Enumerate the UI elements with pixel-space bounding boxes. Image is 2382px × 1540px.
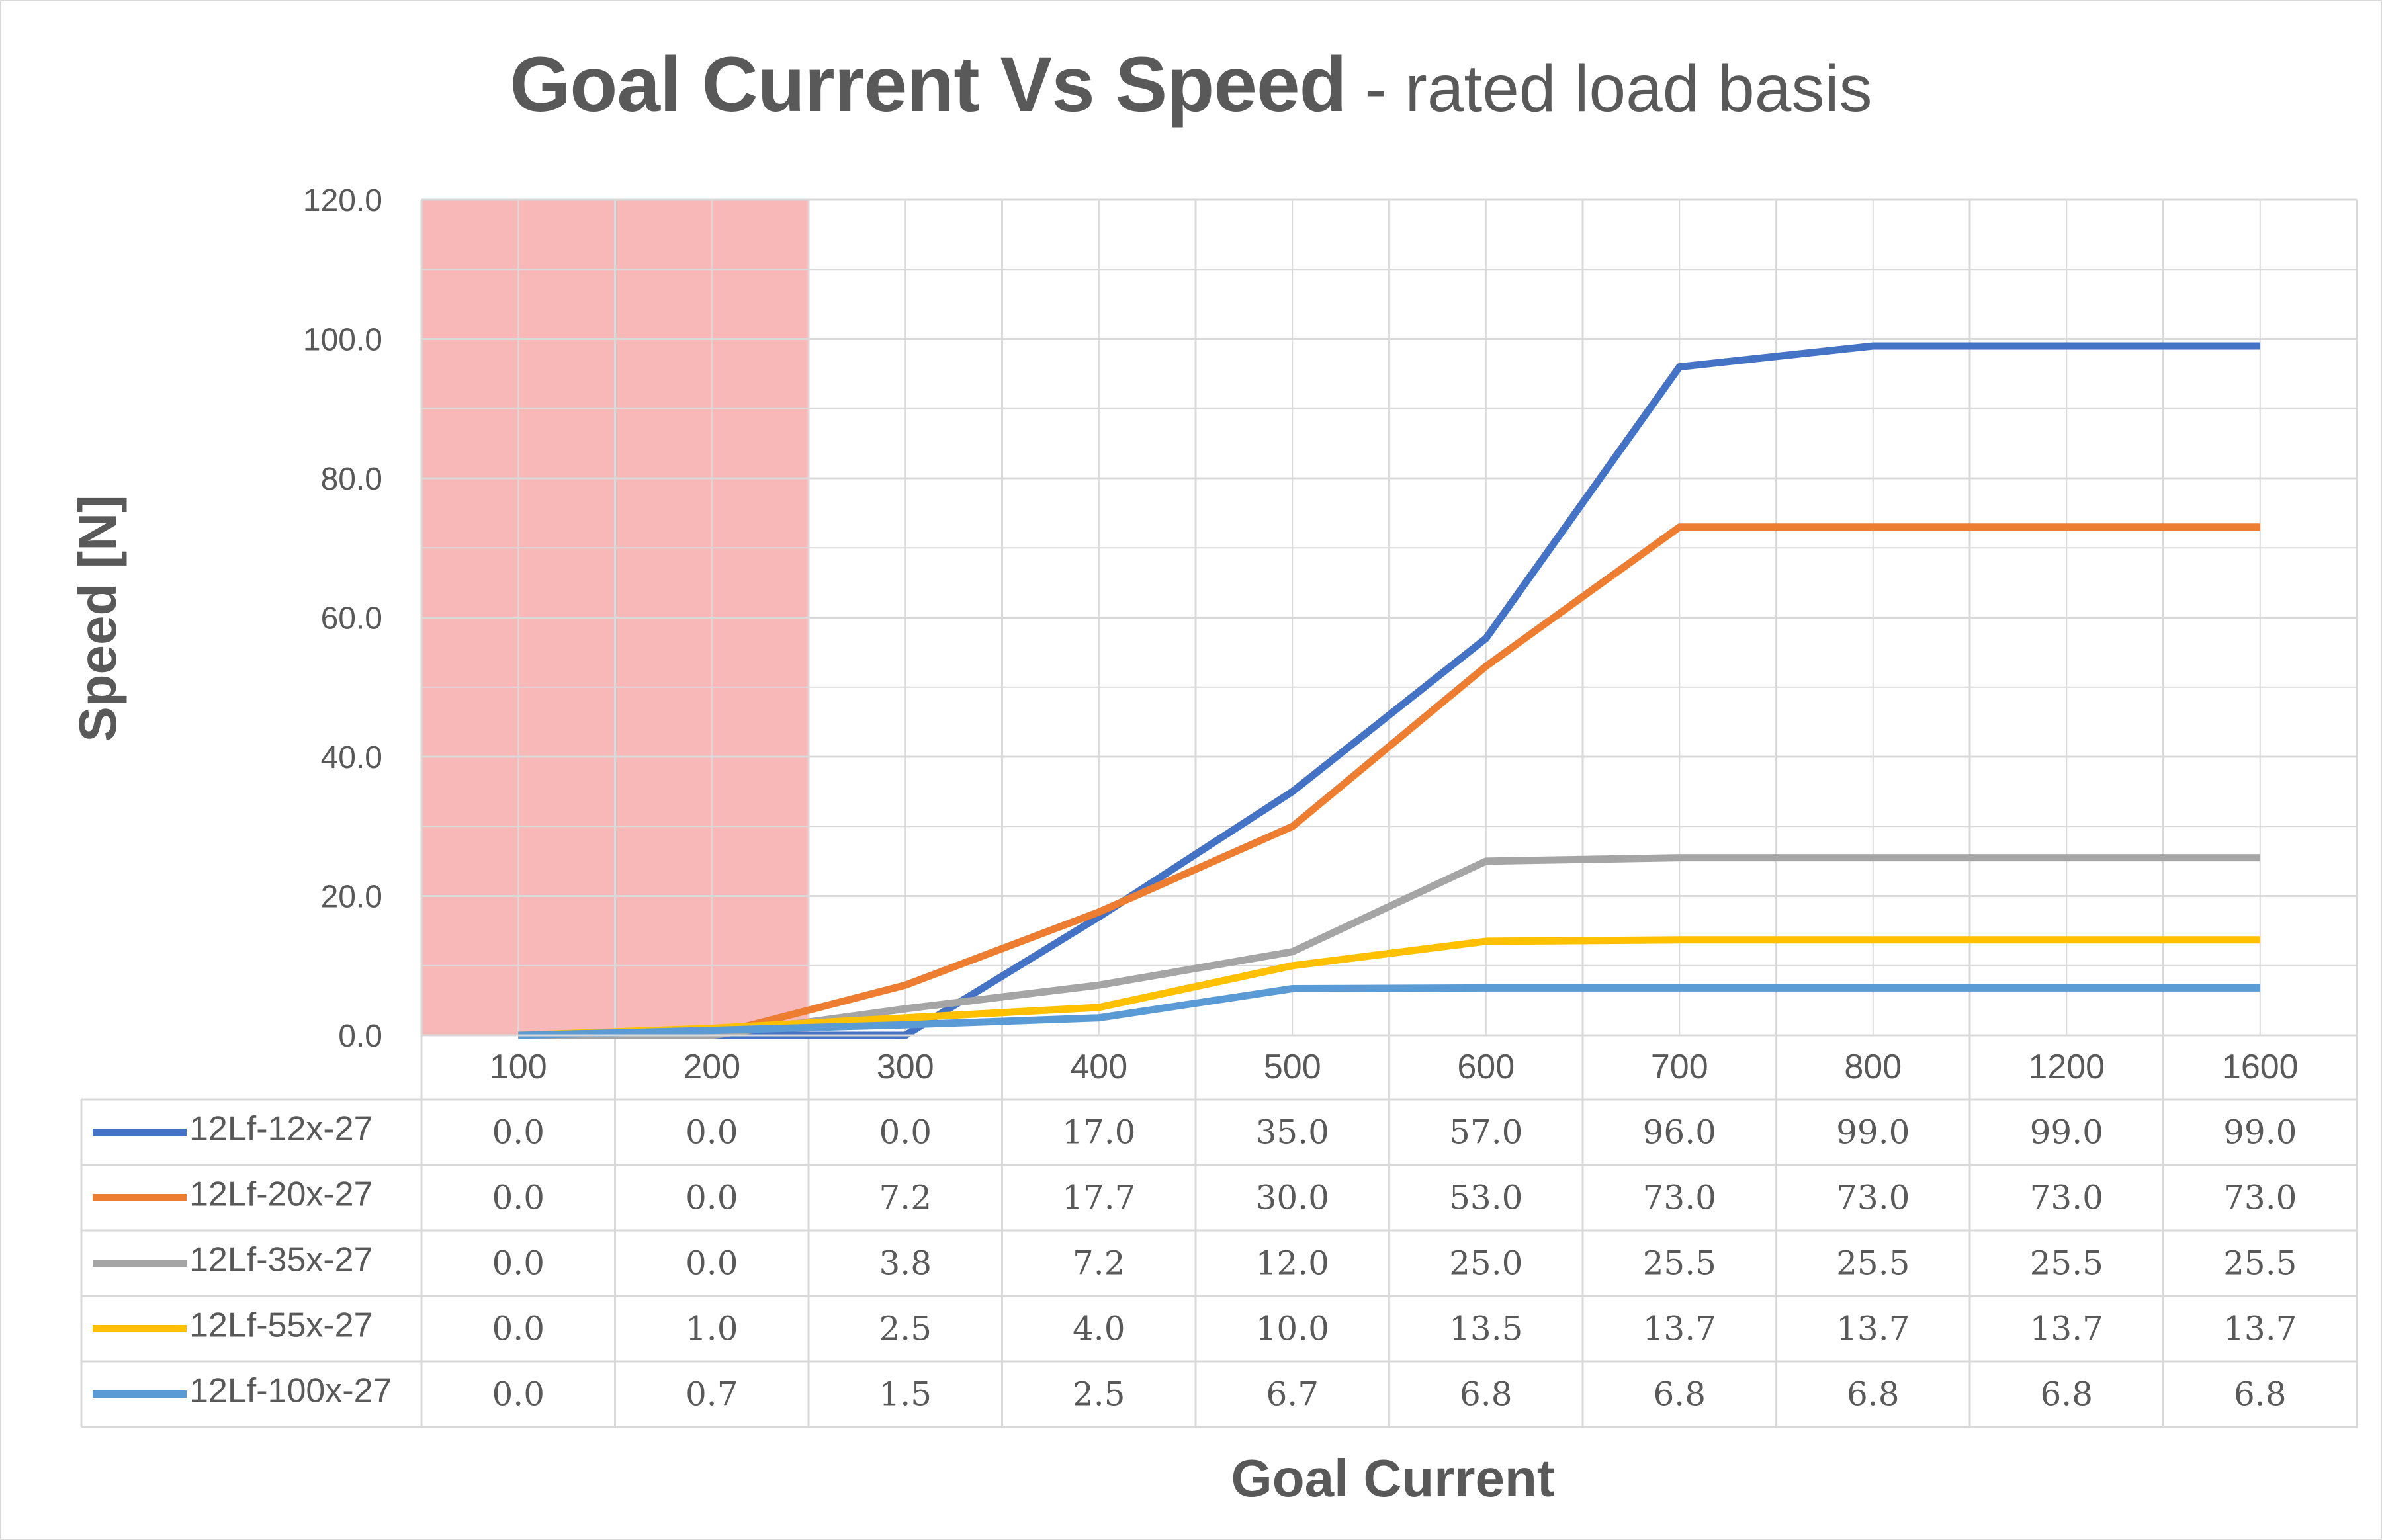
x-tick-label: 100 bbox=[490, 1048, 547, 1086]
legend-label: 12Lf-12x-27 bbox=[189, 1110, 373, 1148]
table-cell: 7.2 bbox=[1073, 1244, 1125, 1283]
y-tick-label: 100.0 bbox=[303, 323, 382, 358]
table-cell: 13.7 bbox=[2030, 1310, 2103, 1348]
y-tick-label: 120.0 bbox=[303, 183, 382, 218]
y-tick-label: 0.0 bbox=[338, 1019, 382, 1054]
x-tick-label: 600 bbox=[1457, 1048, 1515, 1086]
x-tick-label: 1200 bbox=[2028, 1048, 2105, 1086]
table-cell: 73.0 bbox=[2223, 1179, 2297, 1217]
table-cell: 12.0 bbox=[1256, 1244, 1329, 1283]
y-tick-label: 60.0 bbox=[321, 601, 382, 636]
series-line-12Lf-55x-27 bbox=[518, 936, 2260, 1039]
table-cell: 1.5 bbox=[879, 1375, 932, 1414]
table-cell: 30.0 bbox=[1256, 1179, 1329, 1217]
x-tick-label: 400 bbox=[1070, 1048, 1127, 1086]
table-cell: 1.0 bbox=[685, 1310, 738, 1348]
table-cell: 13.7 bbox=[1836, 1310, 1910, 1348]
table-cell: 4.0 bbox=[1073, 1310, 1125, 1348]
table-cell: 0.0 bbox=[492, 1310, 545, 1348]
chart-title-sub: - rated load basis bbox=[1346, 52, 1873, 126]
x-tick-label: 700 bbox=[1651, 1048, 1708, 1086]
x-axis-title: Goal Current bbox=[1231, 1449, 1555, 1508]
chart-title: Goal Current Vs Speed - rated load basis bbox=[0, 40, 2382, 130]
table-cell: 99.0 bbox=[2223, 1113, 2297, 1152]
table-cell: 99.0 bbox=[2030, 1113, 2103, 1152]
y-tick-label: 80.0 bbox=[321, 462, 382, 497]
table-cell: 0.0 bbox=[492, 1244, 545, 1283]
table-cell: 96.0 bbox=[1643, 1113, 1716, 1152]
legend-label: 12Lf-55x-27 bbox=[189, 1306, 373, 1345]
legend-label: 12Lf-100x-27 bbox=[189, 1372, 392, 1410]
table-cell: 0.0 bbox=[879, 1113, 932, 1152]
table-cell: 6.8 bbox=[2234, 1375, 2287, 1414]
table-cell: 0.0 bbox=[685, 1113, 738, 1152]
table-cell: 13.5 bbox=[1449, 1310, 1522, 1348]
series-line-12Lf-100x-27 bbox=[518, 984, 2260, 1039]
table-cell: 13.7 bbox=[1643, 1310, 1716, 1348]
y-tick-label: 40.0 bbox=[321, 740, 382, 775]
series-line-12Lf-20x-27 bbox=[518, 523, 2260, 1039]
chart-title-main: Goal Current Vs Speed bbox=[509, 41, 1346, 128]
y-tick-label: 20.0 bbox=[321, 880, 382, 915]
table-cell: 99.0 bbox=[1836, 1113, 1910, 1152]
x-tick-label: 1600 bbox=[2222, 1048, 2299, 1086]
table-cell: 13.7 bbox=[2223, 1310, 2297, 1348]
table-cell: 57.0 bbox=[1449, 1113, 1522, 1152]
table-cell: 6.8 bbox=[2040, 1375, 2093, 1414]
table-cell: 0.0 bbox=[492, 1179, 545, 1217]
table-cell: 6.8 bbox=[1847, 1375, 1900, 1414]
table-cell: 73.0 bbox=[1643, 1179, 1716, 1217]
x-tick-label: 500 bbox=[1264, 1048, 1321, 1086]
table-cell: 53.0 bbox=[1449, 1179, 1522, 1217]
table-cell: 2.5 bbox=[1073, 1375, 1125, 1414]
table-cell: 35.0 bbox=[1256, 1113, 1329, 1152]
table-cell: 6.8 bbox=[1653, 1375, 1706, 1414]
table-cell: 7.2 bbox=[879, 1179, 932, 1217]
table-cell: 25.0 bbox=[1449, 1244, 1522, 1283]
table-cell: 17.7 bbox=[1062, 1179, 1135, 1217]
table-cell: 25.5 bbox=[2030, 1244, 2103, 1283]
table-cell: 0.0 bbox=[685, 1244, 738, 1283]
table-cell: 0.0 bbox=[492, 1375, 545, 1414]
table-cell: 25.5 bbox=[1836, 1244, 1910, 1283]
legend-label: 12Lf-35x-27 bbox=[189, 1241, 373, 1279]
table-cell: 25.5 bbox=[2223, 1244, 2297, 1283]
y-axis-title: Speed [N] bbox=[68, 495, 127, 742]
table-cell: 0.0 bbox=[685, 1179, 738, 1217]
table-cell: 0.7 bbox=[685, 1375, 738, 1414]
x-tick-label: 200 bbox=[683, 1048, 740, 1086]
legend-label: 12Lf-20x-27 bbox=[189, 1176, 373, 1214]
table-cell: 10.0 bbox=[1256, 1310, 1329, 1348]
table-cell: 6.7 bbox=[1266, 1375, 1319, 1414]
table-cell: 73.0 bbox=[1836, 1179, 1910, 1217]
table-cell: 73.0 bbox=[2030, 1179, 2103, 1217]
table-cell: 3.8 bbox=[879, 1244, 932, 1283]
x-tick-label: 800 bbox=[1844, 1048, 1902, 1086]
table-cell: 25.5 bbox=[1643, 1244, 1716, 1283]
table-cell: 6.8 bbox=[1460, 1375, 1513, 1414]
table-cell: 0.0 bbox=[492, 1113, 545, 1152]
table-cell: 2.5 bbox=[879, 1310, 932, 1348]
table-cell: 17.0 bbox=[1062, 1113, 1135, 1152]
x-tick-label: 300 bbox=[877, 1048, 934, 1086]
